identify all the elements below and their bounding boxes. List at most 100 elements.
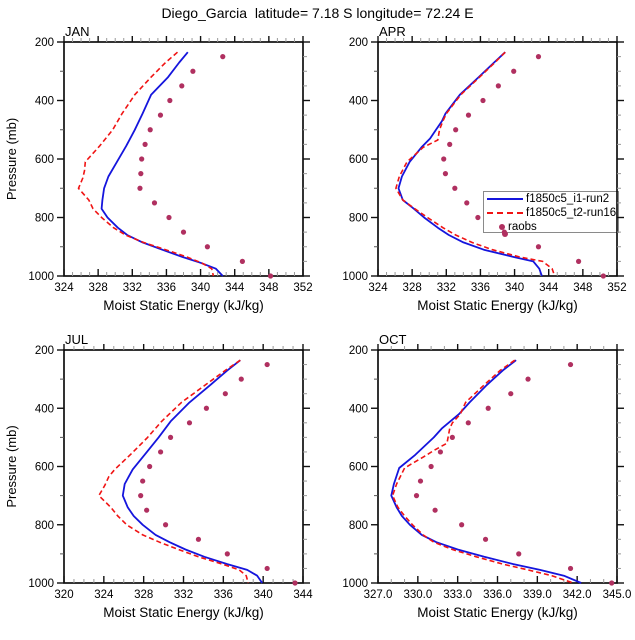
raobs-marker (567, 565, 574, 572)
raobs-marker (511, 68, 517, 74)
raobs-marker (475, 214, 481, 221)
y-tick-label: 200 (35, 37, 54, 49)
x-tick-label: 342.0 (563, 589, 592, 601)
raobs-marker (144, 507, 150, 513)
x-tick-label: 336.0 (483, 589, 512, 601)
x-ticks: 324 328 332 336 340 344 348 352 (54, 36, 313, 294)
x-tick-label: 324 (94, 589, 114, 601)
y-tick-label: 200 (349, 345, 368, 357)
legend-marker-sample-secondary (502, 231, 508, 237)
raobs-marker (428, 463, 434, 470)
x-tick-label: 332 (437, 282, 456, 294)
raobs-marker (535, 244, 542, 250)
raobs-marker (186, 420, 193, 426)
f1850c5_t2-run16-line (98, 359, 249, 584)
raobs-marker (138, 493, 144, 499)
figure-title: Diego_Garcia latitude= 7.18 S longitude=… (161, 5, 474, 21)
x-tick-label: 328 (403, 282, 422, 294)
y-tick-label: 1000 (342, 271, 368, 283)
panel-month-label: JAN (65, 24, 90, 39)
x-tick-label: 336 (157, 282, 176, 294)
raobs-marker (224, 551, 230, 557)
f1850c5_i1-run2-line (121, 359, 263, 584)
x-tick-label: 344 (539, 282, 559, 294)
raobs-marker (151, 200, 158, 206)
raobs-marker (138, 171, 144, 177)
raobs-marker (140, 478, 146, 484)
raobs-marker (432, 507, 438, 513)
y-tick-label: 800 (35, 520, 54, 532)
raobs-marker (139, 156, 145, 162)
f1850c5_i1-run2-line (100, 51, 224, 277)
f1850c5_i1-run2-line (390, 359, 582, 584)
x-tick-label: 324 (54, 282, 74, 294)
raobs-marker (485, 405, 491, 411)
y-tick-label: 400 (349, 403, 368, 415)
legend-marker-sample (499, 224, 505, 230)
y-ticks: 200 400 600 800 1000 (342, 345, 624, 590)
panel-jan: JAN 324 328 332 336 340 344 348 352 200 400 600 800 1… (4, 24, 313, 313)
x-axis-title: Moist Static Energy (kJ/kg) (417, 298, 578, 313)
y-tick-label: 400 (349, 96, 368, 108)
raobs-marker (142, 141, 148, 147)
y-tick-label: 1000 (28, 578, 54, 590)
raobs-marker (495, 83, 501, 89)
x-tick-label: 328 (134, 589, 153, 601)
x-tick-label: 344 (225, 282, 245, 294)
x-tick-label: 348 (573, 282, 592, 294)
x-ticks: 324 328 332 336 340 344 348 352 (368, 36, 627, 294)
y-tick-label: 600 (349, 462, 368, 474)
y-tick-label: 800 (349, 520, 368, 532)
x-tick-label: 352 (607, 282, 626, 294)
x-ticks: 327.0 330.0 333.0 336.0 339.0 342.0 345.0 (364, 344, 632, 601)
raobs-marker (239, 258, 245, 264)
raobs-marker (166, 214, 172, 221)
raobs-marker (449, 434, 455, 440)
legend-label: raobs (508, 221, 537, 233)
raobs-marker (459, 522, 465, 528)
raobs-marker (413, 493, 420, 499)
raobs-marker (264, 565, 270, 572)
y-tick-label: 400 (35, 96, 54, 108)
y-tick-label: 200 (349, 37, 368, 49)
raobs-marker (179, 83, 185, 89)
panel-month-label: OCT (379, 332, 407, 347)
y-tick-label: 600 (349, 154, 368, 166)
legend-item-f1850c5_i1-run2: f1850c5_i1-run2 (484, 192, 618, 206)
y-tick-label: 800 (349, 213, 368, 225)
legend-label: f1850c5_i1-run2 (526, 193, 610, 205)
raobs-marker (203, 405, 210, 411)
raobs-marker (480, 97, 486, 104)
raobs-marker (157, 112, 164, 118)
legend-label: f1850c5_t2-run16 (526, 207, 617, 219)
raobs-marker (508, 391, 514, 397)
x-tick-label: 336 (214, 589, 233, 601)
raobs-markers (137, 54, 274, 279)
f1850c5_t2-run16-line (395, 51, 556, 277)
y-tick-label: 1000 (342, 578, 368, 590)
y-tick-label: 400 (35, 403, 54, 415)
y-axis-title: Pressure (mb) (4, 425, 19, 507)
raobs-marker (575, 258, 582, 264)
raobs-marker (157, 449, 164, 455)
raobs-marker (535, 54, 542, 60)
raobs-marker (516, 551, 522, 557)
raobs-marker (482, 536, 489, 542)
x-tick-label: 345.0 (603, 589, 632, 601)
plot-border (63, 349, 304, 584)
raobs-marker (195, 536, 202, 542)
raobs-marker (447, 141, 453, 147)
raobs-marker (167, 434, 174, 440)
x-axis-title: Moist Static Energy (kJ/kg) (103, 298, 264, 313)
raobs-marker (204, 244, 210, 250)
raobs-marker (609, 580, 615, 586)
legend-line-sample (487, 212, 523, 214)
y-tick-label: 800 (35, 213, 54, 225)
x-tick-label: 340 (254, 589, 273, 601)
x-tick-label: 333.0 (443, 589, 472, 601)
raobs-marker (137, 185, 143, 191)
x-tick-label: 327.0 (364, 589, 393, 601)
